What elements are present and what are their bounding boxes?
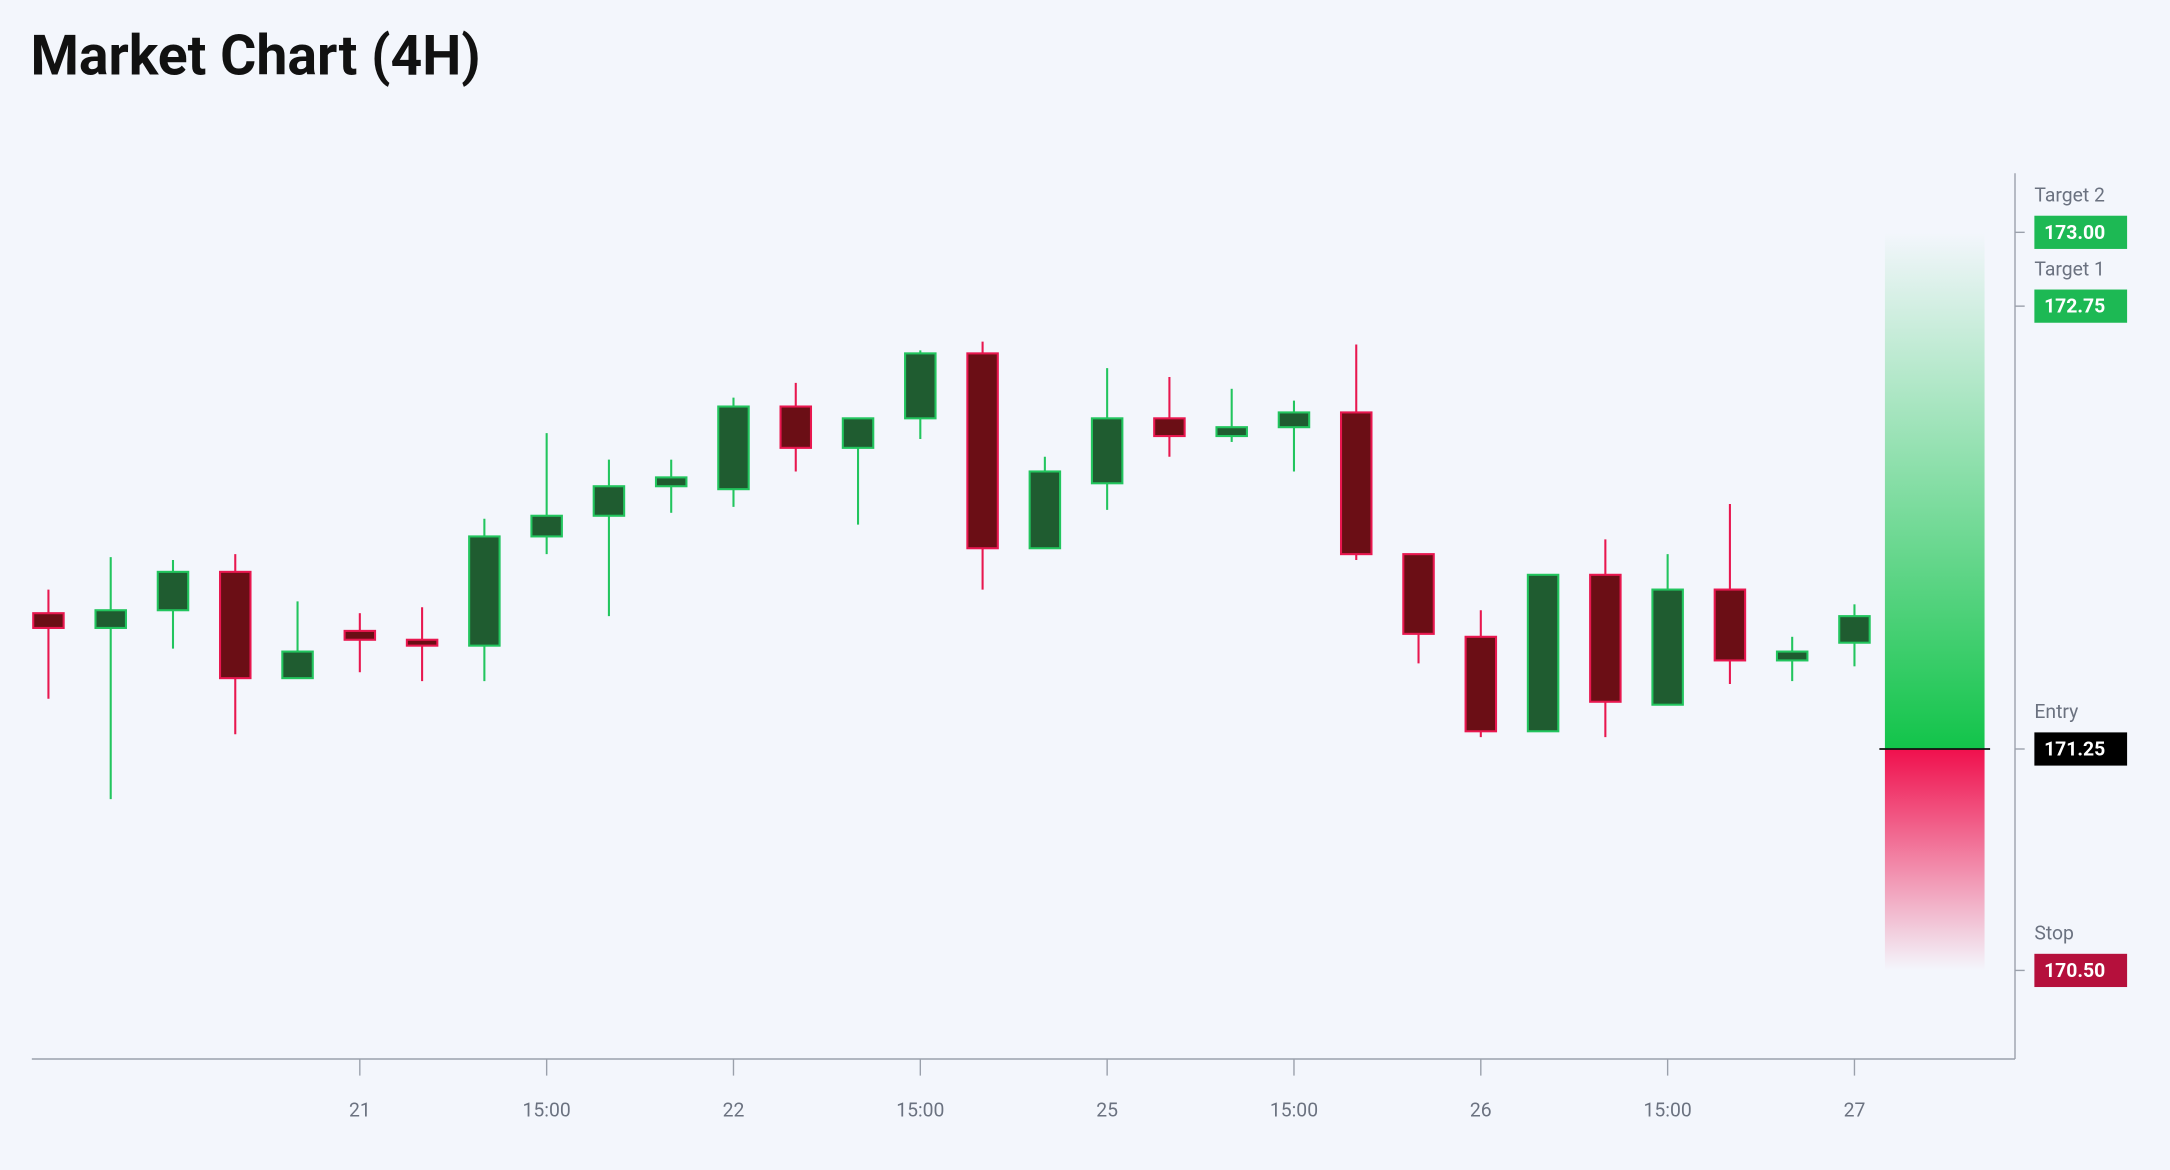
candle-body: [904, 352, 937, 420]
x-tick-label: 15:00: [1270, 1099, 1318, 1122]
candle-body: [1215, 426, 1248, 438]
x-tick-label: 15:00: [1644, 1099, 1692, 1122]
x-tick-label: 25: [1096, 1099, 1118, 1122]
candle-body: [1277, 411, 1311, 429]
candle-body: [530, 514, 563, 538]
candle-body: [1838, 615, 1871, 644]
candle-body: [1775, 650, 1809, 662]
candle-body: [1028, 470, 1062, 550]
level-label: 170.50: [2044, 959, 2105, 982]
x-tick-label: 15:00: [896, 1099, 944, 1122]
x-tick-label: 15:00: [523, 1099, 571, 1122]
candle-body: [32, 612, 65, 629]
candle-body: [1339, 411, 1373, 556]
candle-body: [405, 638, 439, 647]
x-tick-label: 26: [1470, 1099, 1492, 1122]
candle-body: [1090, 417, 1124, 485]
level-name: Stop: [2034, 922, 2074, 945]
chart-title: Market Chart (4H): [30, 23, 480, 88]
x-tick-label: 21: [349, 1099, 371, 1122]
candle-body: [1651, 588, 1684, 706]
candle-body: [219, 570, 252, 680]
candle-body: [468, 535, 501, 647]
candle-body: [1589, 573, 1622, 703]
candle-body: [592, 485, 626, 517]
level-label: 173.00: [2044, 221, 2105, 244]
candle-body: [654, 476, 688, 488]
level-badge: [2034, 215, 2128, 249]
x-tick-label: 27: [1844, 1099, 1866, 1122]
candle-body: [1402, 553, 1435, 635]
candle-body: [343, 629, 377, 641]
candle-body: [1464, 635, 1498, 733]
candle-body: [717, 405, 750, 491]
candle-body: [1526, 573, 1560, 733]
candle-body: [1153, 417, 1186, 438]
candle-body: [156, 570, 190, 612]
level-name: Entry: [2034, 700, 2078, 723]
level-label: 172.75: [2044, 295, 2105, 318]
candle-body: [281, 650, 314, 680]
level-label: 171.25: [2044, 737, 2105, 760]
x-tick-label: 22: [723, 1099, 745, 1122]
level-name: Target 2: [2034, 183, 2105, 206]
candle-body: [779, 405, 813, 449]
candle-body: [841, 417, 875, 449]
loss-zone: [1884, 748, 1985, 971]
profit-zone: [1884, 232, 1985, 749]
candle-body: [1713, 588, 1747, 662]
candle-body: [966, 352, 999, 550]
level-badge: [2034, 289, 2128, 323]
level-name: Target 1: [2034, 257, 2105, 280]
candle-body: [94, 609, 127, 629]
level-badge: [2034, 732, 2128, 766]
level-badge: [2034, 953, 2128, 988]
